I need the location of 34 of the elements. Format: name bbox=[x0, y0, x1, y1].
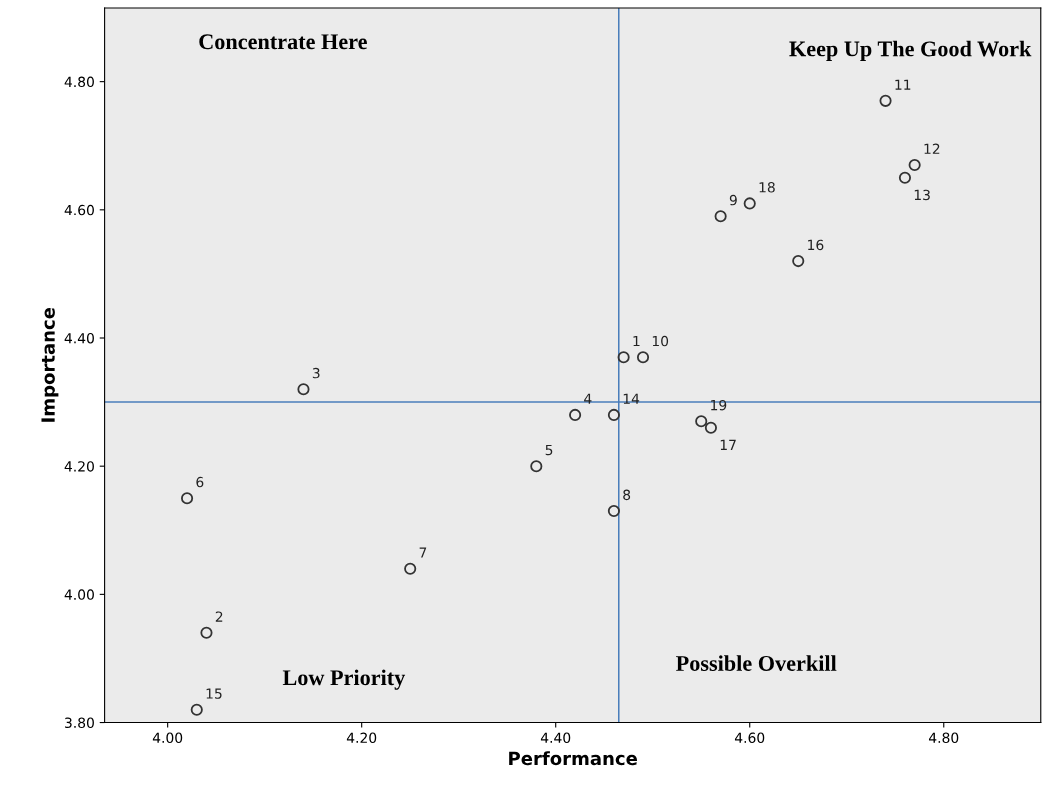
y-tick-label: 4.20 bbox=[64, 461, 94, 472]
annotation: 10 bbox=[652, 335, 669, 347]
annotation: 8 bbox=[623, 489, 631, 501]
annotation: 6 bbox=[196, 476, 204, 488]
annotation: Low Priority bbox=[282, 669, 406, 690]
x-tick-label: 4.20 bbox=[346, 732, 377, 744]
annotation: 18 bbox=[759, 181, 775, 193]
annotation: 19 bbox=[711, 399, 727, 411]
y-tick-label: 3.80 bbox=[65, 717, 94, 729]
x-tick-label: 4.00 bbox=[152, 732, 183, 744]
annotation: 17 bbox=[720, 439, 736, 450]
annotation: 11 bbox=[895, 79, 911, 90]
annotation: 1 bbox=[633, 335, 640, 347]
annotation: 15 bbox=[206, 688, 222, 699]
x-tick-label: 4.80 bbox=[928, 732, 959, 744]
x-tick-label: 4.40 bbox=[540, 732, 571, 744]
y-tick-label: 4.40 bbox=[64, 332, 94, 344]
annotation: 5 bbox=[545, 444, 553, 456]
y-tick-label: 4.00 bbox=[64, 589, 94, 600]
annotation: 13 bbox=[914, 189, 930, 201]
annotation: Possible Overkill bbox=[676, 655, 837, 671]
y-tick-label: 4.60 bbox=[64, 204, 94, 216]
annotation: 9 bbox=[729, 194, 737, 206]
annotation: 12 bbox=[924, 143, 940, 154]
annotation: 2 bbox=[215, 611, 223, 622]
annotation: Keep Up The Good Work bbox=[789, 40, 1032, 61]
annotation: 7 bbox=[419, 547, 427, 558]
annotation: 3 bbox=[312, 367, 320, 379]
x-axis-title: Performance bbox=[509, 751, 637, 766]
x-tick-label: 4.60 bbox=[734, 732, 765, 744]
annotation: Concentrate Here bbox=[199, 34, 367, 50]
y-axis-title: Importance bbox=[41, 307, 59, 422]
annotation: 16 bbox=[808, 239, 824, 251]
y-tick-label: 4.80 bbox=[64, 76, 94, 88]
